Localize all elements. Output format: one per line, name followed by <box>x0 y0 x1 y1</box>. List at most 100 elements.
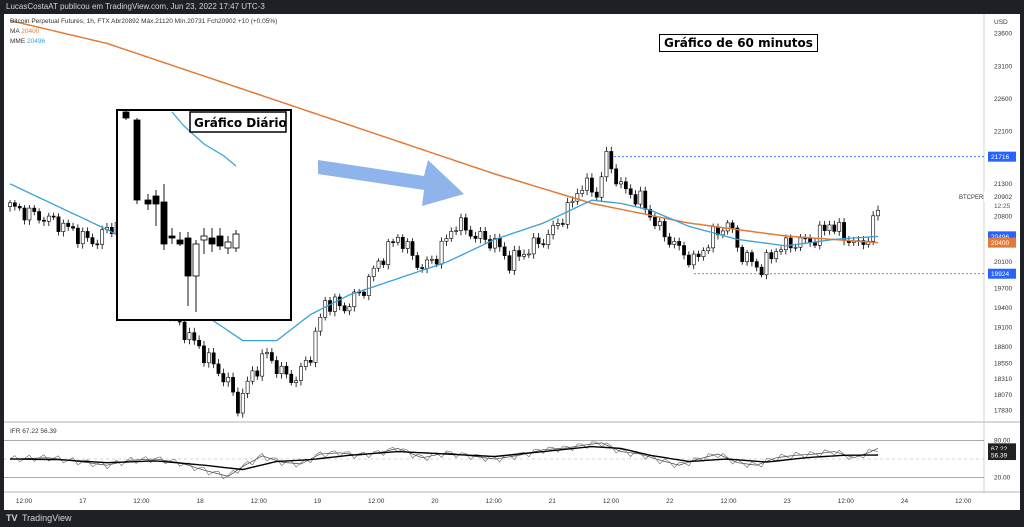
inset-candle <box>122 111 130 119</box>
candle <box>580 189 585 194</box>
mme-value: 20496 <box>26 38 46 45</box>
rsi-legend[interactable]: IFR 67.22 56.39 <box>10 428 57 435</box>
candle <box>619 181 623 185</box>
candle <box>822 224 827 231</box>
annotation-daily-box <box>189 111 287 133</box>
candle <box>478 231 483 239</box>
candle <box>740 247 745 262</box>
price-badge-label: 21716 <box>991 154 1009 161</box>
candle <box>779 249 783 252</box>
candle <box>376 260 381 269</box>
candle <box>32 207 37 212</box>
price-badge-label: 19924 <box>991 271 1009 278</box>
candle <box>585 177 589 191</box>
candle <box>396 236 400 243</box>
candle <box>599 176 604 198</box>
candle <box>245 380 250 394</box>
candle <box>236 391 240 414</box>
ma-value: 20400 <box>21 28 40 35</box>
candle <box>507 255 512 271</box>
candle <box>202 345 206 364</box>
candle <box>813 242 817 246</box>
mme-label: MME <box>10 38 26 45</box>
candle <box>754 261 759 268</box>
price-tick-label: 19700 <box>994 285 1012 292</box>
candle <box>526 253 531 256</box>
candle <box>701 250 706 257</box>
candle <box>788 237 793 249</box>
inset-candle <box>133 119 141 201</box>
candle <box>463 217 468 231</box>
candle <box>502 246 507 256</box>
candle <box>294 380 299 383</box>
candle <box>798 237 803 248</box>
candle <box>720 230 725 236</box>
candle <box>468 229 473 237</box>
candle <box>17 206 22 209</box>
inset-candle <box>184 237 192 277</box>
candle <box>667 236 672 245</box>
candle <box>706 247 711 252</box>
candle <box>265 352 269 355</box>
candle <box>832 224 837 232</box>
chart-canvas[interactable]: USD 23600 23100 22600 22100 21300 20800 20100 19… <box>4 14 1020 510</box>
candle <box>682 245 686 256</box>
candle <box>677 241 682 246</box>
candle <box>226 377 231 383</box>
rsi-badge2-label: 56.39 <box>991 453 1008 460</box>
candle <box>95 243 100 246</box>
price-tick-label: 20800 <box>994 214 1012 221</box>
annotation-daily: Gráfico Diário <box>194 116 287 130</box>
candle <box>206 352 211 364</box>
rsi-ma-line <box>9 445 879 471</box>
candle <box>386 241 391 265</box>
candle <box>429 258 434 261</box>
rsi-value2: 56.39 <box>40 428 57 435</box>
price-tick-label: 19100 <box>994 325 1012 332</box>
rsi-level-label: 20.00 <box>994 475 1011 482</box>
candle <box>337 296 342 307</box>
time-axis-label: 12:00 <box>368 498 385 505</box>
candle <box>459 217 463 231</box>
candle <box>623 181 628 190</box>
candle <box>522 253 526 257</box>
candle <box>750 252 754 262</box>
candle <box>231 377 235 393</box>
candle <box>100 229 105 245</box>
time-axis-label: 12:00 <box>720 498 737 505</box>
inset-candle <box>232 233 240 249</box>
candle <box>570 200 575 203</box>
mme-legend[interactable]: MME 20496 <box>10 38 45 45</box>
countdown-label: 12:25 <box>994 203 1011 210</box>
candle <box>536 237 541 245</box>
candle <box>66 222 71 227</box>
candle <box>342 305 347 312</box>
candle <box>415 255 420 268</box>
inset-candle <box>200 235 208 241</box>
candle <box>56 216 61 232</box>
candle <box>75 227 80 245</box>
candle <box>842 222 846 241</box>
time-axis-label: 12:00 <box>251 498 268 505</box>
candle <box>512 250 517 271</box>
candle <box>289 373 294 383</box>
candle <box>80 231 85 245</box>
candle <box>876 209 880 217</box>
time-axis-label: 20 <box>431 498 439 505</box>
inset-candle <box>208 237 216 245</box>
rsi-badge1-label: 67.22 <box>991 446 1008 453</box>
candle <box>711 226 716 249</box>
candle <box>313 330 318 363</box>
candle <box>37 211 41 221</box>
candle <box>745 252 749 262</box>
candle <box>546 234 551 246</box>
candle <box>332 296 337 312</box>
candle <box>90 237 95 245</box>
candle <box>483 231 488 240</box>
candle <box>328 300 332 312</box>
price-tick-label: 18550 <box>994 360 1012 367</box>
ma-legend[interactable]: MA 20400 <box>10 28 39 35</box>
inset-mme-line <box>171 111 237 167</box>
candle <box>27 207 32 221</box>
inset-candle <box>224 241 232 249</box>
